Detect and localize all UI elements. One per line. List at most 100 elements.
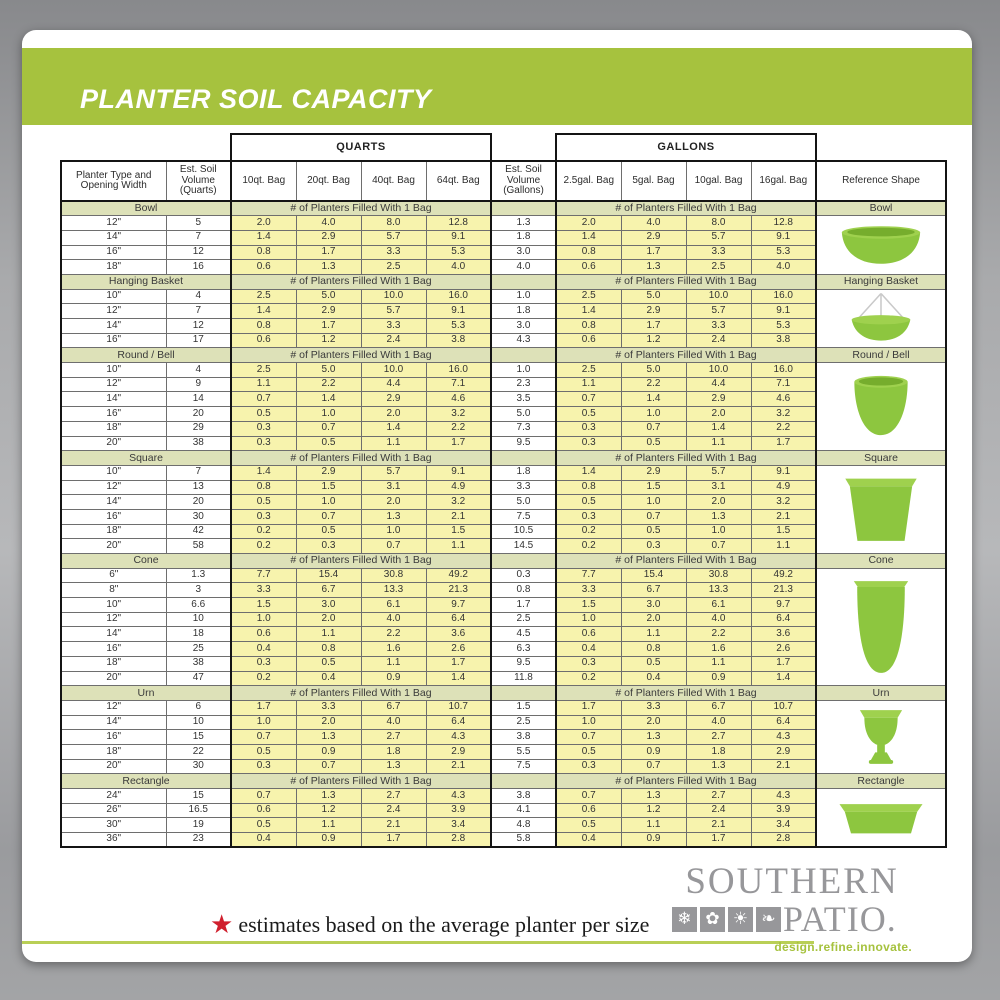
gallon-bag-value-cell: 0.5 (620, 435, 687, 452)
table-row: 10" 7 1.4 2.9 5.7 9.1 1.8 1.4 2.9 5.7 9.1 (60, 464, 947, 555)
quart-bag-value-cell: 4.4 (360, 376, 427, 393)
quarts-volume-cell: 15 (165, 729, 232, 745)
quart-bag-value-cell: 0.3 (230, 435, 297, 452)
gallons-group-header: GALLONS (555, 133, 817, 162)
capacity-card: PLANTER SOIL CAPACITY QUARTS GALLONS Plant… (22, 30, 972, 962)
quart-bag-value-cell: 3.3 (230, 582, 297, 599)
opening-width-cell: 10" (60, 464, 167, 481)
quart-bag-value-cell: 6.4 (425, 714, 492, 731)
quart-bag-value-cell: 2.2 (360, 626, 427, 643)
sun-icon: ☀ (728, 906, 753, 932)
table-row: 12" 9 1.1 2.2 4.4 7.1 2.3 1.1 2.2 4.4 7.1 (60, 376, 946, 393)
gallons-volume-cell: 9.5 (490, 435, 557, 452)
gallons-volume-cell: 3.8 (490, 788, 557, 804)
quart-bag-value-cell: 3.0 (295, 597, 362, 613)
gallon-bag-value-cell: 1.0 (620, 406, 687, 422)
gallon-bag-value-cell: 4.6 (750, 391, 817, 408)
gallons-volume-cell: 4.5 (490, 626, 557, 643)
gallons-volume-cell: 5.8 (490, 832, 557, 849)
gallons-volume-cell: 3.0 (490, 318, 557, 334)
quart-bag-value-cell: 9.1 (425, 229, 492, 246)
gallon-bag-value-cell: 2.9 (620, 464, 687, 481)
gallon-bag-value-cell: 2.2 (685, 626, 752, 643)
gallon-bag-value-cell: 5.3 (750, 244, 817, 261)
quart-bag-value-cell: 1.4 (425, 670, 492, 687)
table-row: 14" 12 0.8 1.7 3.3 5.3 3.0 0.8 1.7 3.3 5.3 (60, 318, 946, 334)
quart-bag-value-cell: 2.1 (425, 508, 492, 525)
quarts-volume-cell: 16 (165, 259, 232, 275)
gallon-bag-value-cell: 9.1 (750, 464, 817, 481)
quart-bag-value-cell: 2.8 (425, 832, 492, 849)
quart-bag-value-cell: 3.2 (425, 494, 492, 510)
footer-divider (22, 941, 814, 944)
gallon-bag-value-cell: 3.0 (620, 597, 687, 613)
fill-header-cell: # of Planters Filled With 1 Bag (230, 685, 492, 701)
section-name-cell: Round / Bell (60, 347, 232, 364)
quart-bag-value-cell: 5.0 (295, 362, 362, 378)
quarts-volume-cell: 38 (165, 655, 232, 672)
reference-section-name-cell: Square (815, 450, 947, 466)
gallon-bag-value-cell: 12.8 (750, 215, 817, 231)
quart-bag-value-cell: 6.4 (425, 611, 492, 628)
gallon-bag-value-cell: 3.8 (750, 332, 817, 349)
table-row: 18" 22 0.5 0.9 1.8 2.9 5.5 0.5 0.9 1.8 2.9 (60, 743, 946, 760)
quart-bag-value-cell: 10.7 (425, 699, 492, 716)
opening-width-cell: 12" (60, 215, 167, 231)
gallon-bag-value-cell: 3.3 (685, 318, 752, 334)
gallons-volume-cell: 1.7 (490, 597, 557, 613)
gallon-bag-value-cell: 0.2 (555, 670, 622, 687)
quart-bag-value-cell: 0.6 (230, 332, 297, 349)
quart-bag-value-cell: 7.7 (230, 567, 297, 584)
opening-width-cell: 14" (60, 626, 167, 643)
gallon-bag-value-cell: 0.8 (555, 244, 622, 261)
section-row: Square # of Planters Filled With 1 Bag # o… (60, 450, 947, 466)
quart-bag-value-cell: 9.7 (425, 597, 492, 613)
quarts-volume-cell: 20 (165, 494, 232, 510)
quart-bag-value-cell: 2.1 (360, 817, 427, 834)
table-row: 16" 25 0.4 0.8 1.6 2.6 6.3 0.4 0.8 1.6 2.6 (60, 641, 946, 657)
gallon-bag-value-cell: 1.3 (685, 508, 752, 525)
gallon-bag-value-cell: 16.0 (750, 288, 817, 305)
gallon-bag-value-cell: 0.9 (620, 743, 687, 760)
quart-bag-value-cell: 2.5 (360, 259, 427, 275)
gallon-bag-value-cell: 9.7 (750, 597, 817, 613)
quarts-group-header: QUARTS (230, 133, 492, 162)
quart-bag-value-cell: 1.5 (295, 479, 362, 496)
bowl-shape-icon (815, 215, 947, 275)
opening-width-cell: 20" (60, 435, 167, 452)
quart-bag-value-cell: 4.3 (425, 729, 492, 745)
footnote: ★ estimates based on the average planter… (210, 910, 649, 940)
quart-bag-value-cell: 1.6 (360, 641, 427, 657)
quart-bag-value-cell: 0.5 (295, 435, 362, 452)
gallons-volume-cell: 1.8 (490, 464, 557, 481)
quart-bag-value-cell: 0.9 (295, 832, 362, 849)
quart-bag-value-cell: 0.5 (230, 406, 297, 422)
est-soil-quarts-header: Est. Soil Volume (Quarts) (165, 160, 232, 202)
gallon-bag-value-cell: 9.1 (750, 303, 817, 319)
quart-bag-value-cell: 1.1 (230, 376, 297, 393)
flower-icon: ✿ (700, 906, 725, 932)
gallons-volume-cell: 1.5 (490, 699, 557, 716)
quart-bag-value-cell: 0.3 (295, 538, 362, 554)
title-banner: PLANTER SOIL CAPACITY (22, 48, 972, 125)
gallon-bag-value-cell: 0.8 (620, 641, 687, 657)
fill-header-cell: # of Planters Filled With 1 Bag (230, 553, 492, 569)
section-row: Cone # of Planters Filled With 1 Bag # of … (60, 553, 947, 569)
quart-bag-value-cell: 1.5 (425, 523, 492, 540)
gallon-bag-value-cell: 1.1 (555, 376, 622, 393)
gallon-bag-value-cell: 6.7 (685, 699, 752, 716)
gallon-bag-value-cell: 4.3 (750, 788, 817, 804)
quart-bag-value-cell: 0.6 (230, 259, 297, 275)
quart-bag-value-cell: 7.1 (425, 376, 492, 393)
gallon-bag-value-cell: 1.0 (555, 611, 622, 628)
quart-bag-value-cell: 30.8 (360, 567, 427, 584)
snowflake-icon: ❄ (672, 906, 697, 932)
gallon-bag-value-cell: 0.6 (555, 259, 622, 275)
quarts-volume-cell: 29 (165, 420, 232, 437)
table-row: 14" 18 0.6 1.1 2.2 3.6 4.5 0.6 1.1 2.2 3.6 (60, 626, 946, 643)
quarts-volume-cell: 19 (165, 817, 232, 834)
gallon-bag-value-cell: 2.5 (685, 259, 752, 275)
gallons-volume-cell: 6.3 (490, 641, 557, 657)
gallon-bag-value-cell: 3.4 (750, 817, 817, 834)
quarts-volume-cell: 38 (165, 435, 232, 452)
